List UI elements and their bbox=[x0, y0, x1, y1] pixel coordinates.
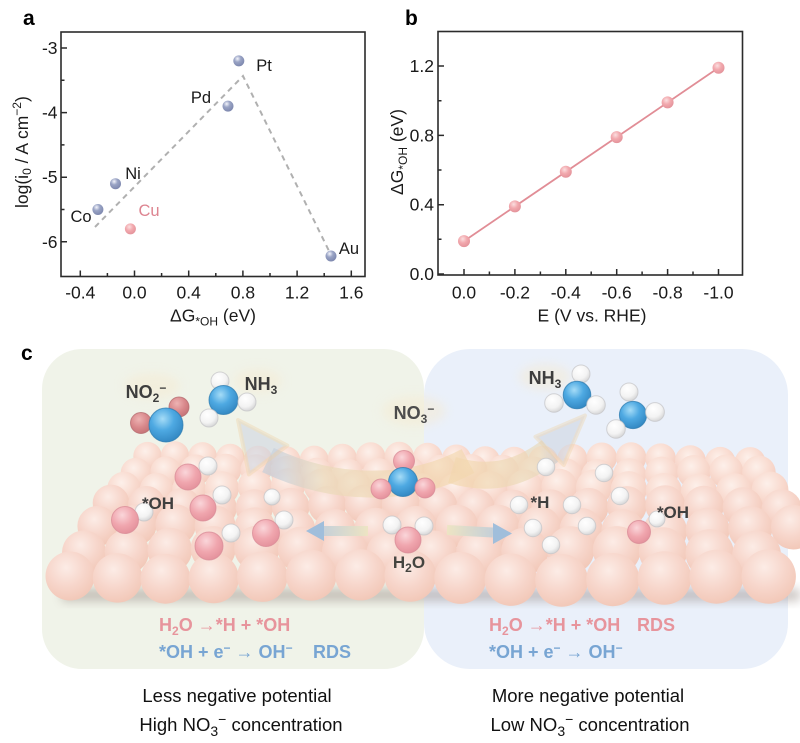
svg-text:c: c bbox=[21, 342, 33, 365]
svg-text:Ni: Ni bbox=[125, 165, 141, 183]
svg-text:*OH: *OH bbox=[657, 503, 689, 522]
svg-text:*OH + e−​ → OH−​: *OH + e−​ → OH−​ bbox=[159, 641, 293, 662]
svg-text:-4: -4 bbox=[42, 103, 58, 123]
svg-text:*H: *H bbox=[531, 493, 550, 512]
svg-text:Au: Au bbox=[339, 240, 359, 258]
svg-text:Low NO3​−​ concentration: Low NO3​−​ concentration bbox=[490, 711, 689, 739]
svg-text:More negative potential: More negative potential bbox=[492, 685, 684, 706]
svg-text:*OH: *OH bbox=[142, 494, 174, 513]
svg-text:RDS: RDS bbox=[637, 615, 675, 635]
svg-text:1.2: 1.2 bbox=[410, 56, 434, 76]
svg-text:-5: -5 bbox=[42, 167, 58, 187]
svg-text:E (V vs. RHE): E (V vs. RHE) bbox=[538, 306, 647, 326]
svg-text:-0.4: -0.4 bbox=[65, 283, 95, 303]
svg-text:NH3​: NH3​ bbox=[529, 368, 562, 391]
svg-text:Cu: Cu bbox=[138, 202, 159, 220]
svg-text:0.4: 0.4 bbox=[410, 195, 435, 215]
svg-text:b: b bbox=[405, 7, 418, 30]
svg-text:-0.6: -0.6 bbox=[602, 283, 632, 303]
svg-text:0.8: 0.8 bbox=[410, 125, 434, 145]
svg-text:log(i0​ / A cm−2​): log(i0​ / A cm−2​) bbox=[10, 96, 34, 208]
svg-text:Pt: Pt bbox=[256, 57, 272, 75]
svg-text:H2​O →*H + *OH: H2​O →*H + *OH bbox=[489, 615, 620, 638]
svg-text:-6: -6 bbox=[42, 232, 58, 252]
svg-text:a: a bbox=[23, 7, 35, 30]
svg-text:-0.8: -0.8 bbox=[653, 283, 683, 303]
svg-text:ΔG*OH​ (eV): ΔG*OH​ (eV) bbox=[170, 306, 256, 329]
svg-text:1.2: 1.2 bbox=[285, 283, 309, 303]
svg-text:ΔG*OH​ (eV): ΔG*OH​ (eV) bbox=[387, 109, 410, 195]
svg-text:0.8: 0.8 bbox=[231, 283, 255, 303]
svg-text:-1.0: -1.0 bbox=[703, 283, 733, 303]
svg-text:1.6: 1.6 bbox=[339, 283, 363, 303]
svg-text:High NO3​−​ concentration: High NO3​−​ concentration bbox=[139, 711, 342, 739]
svg-text:H2​O →*H + *OH: H2​O →*H + *OH bbox=[159, 615, 290, 638]
svg-text:H2​O: H2​O bbox=[393, 553, 425, 575]
svg-text:0.0: 0.0 bbox=[122, 283, 147, 303]
svg-text:-0.4: -0.4 bbox=[551, 283, 581, 303]
svg-text:Less negative potential: Less negative potential bbox=[142, 685, 331, 706]
svg-text:-3: -3 bbox=[42, 38, 58, 58]
svg-text:Pd: Pd bbox=[191, 89, 211, 107]
svg-text:0.4: 0.4 bbox=[177, 283, 202, 303]
svg-text:*OH + e−​ → OH−​: *OH + e−​ → OH−​ bbox=[489, 641, 623, 662]
svg-text:Co: Co bbox=[70, 208, 91, 226]
svg-text:NH3​: NH3​ bbox=[245, 374, 278, 397]
svg-text:RDS: RDS bbox=[313, 642, 351, 662]
svg-text:0.0: 0.0 bbox=[452, 283, 477, 303]
svg-text:0.0: 0.0 bbox=[410, 264, 435, 284]
svg-text:-0.2: -0.2 bbox=[500, 283, 530, 303]
